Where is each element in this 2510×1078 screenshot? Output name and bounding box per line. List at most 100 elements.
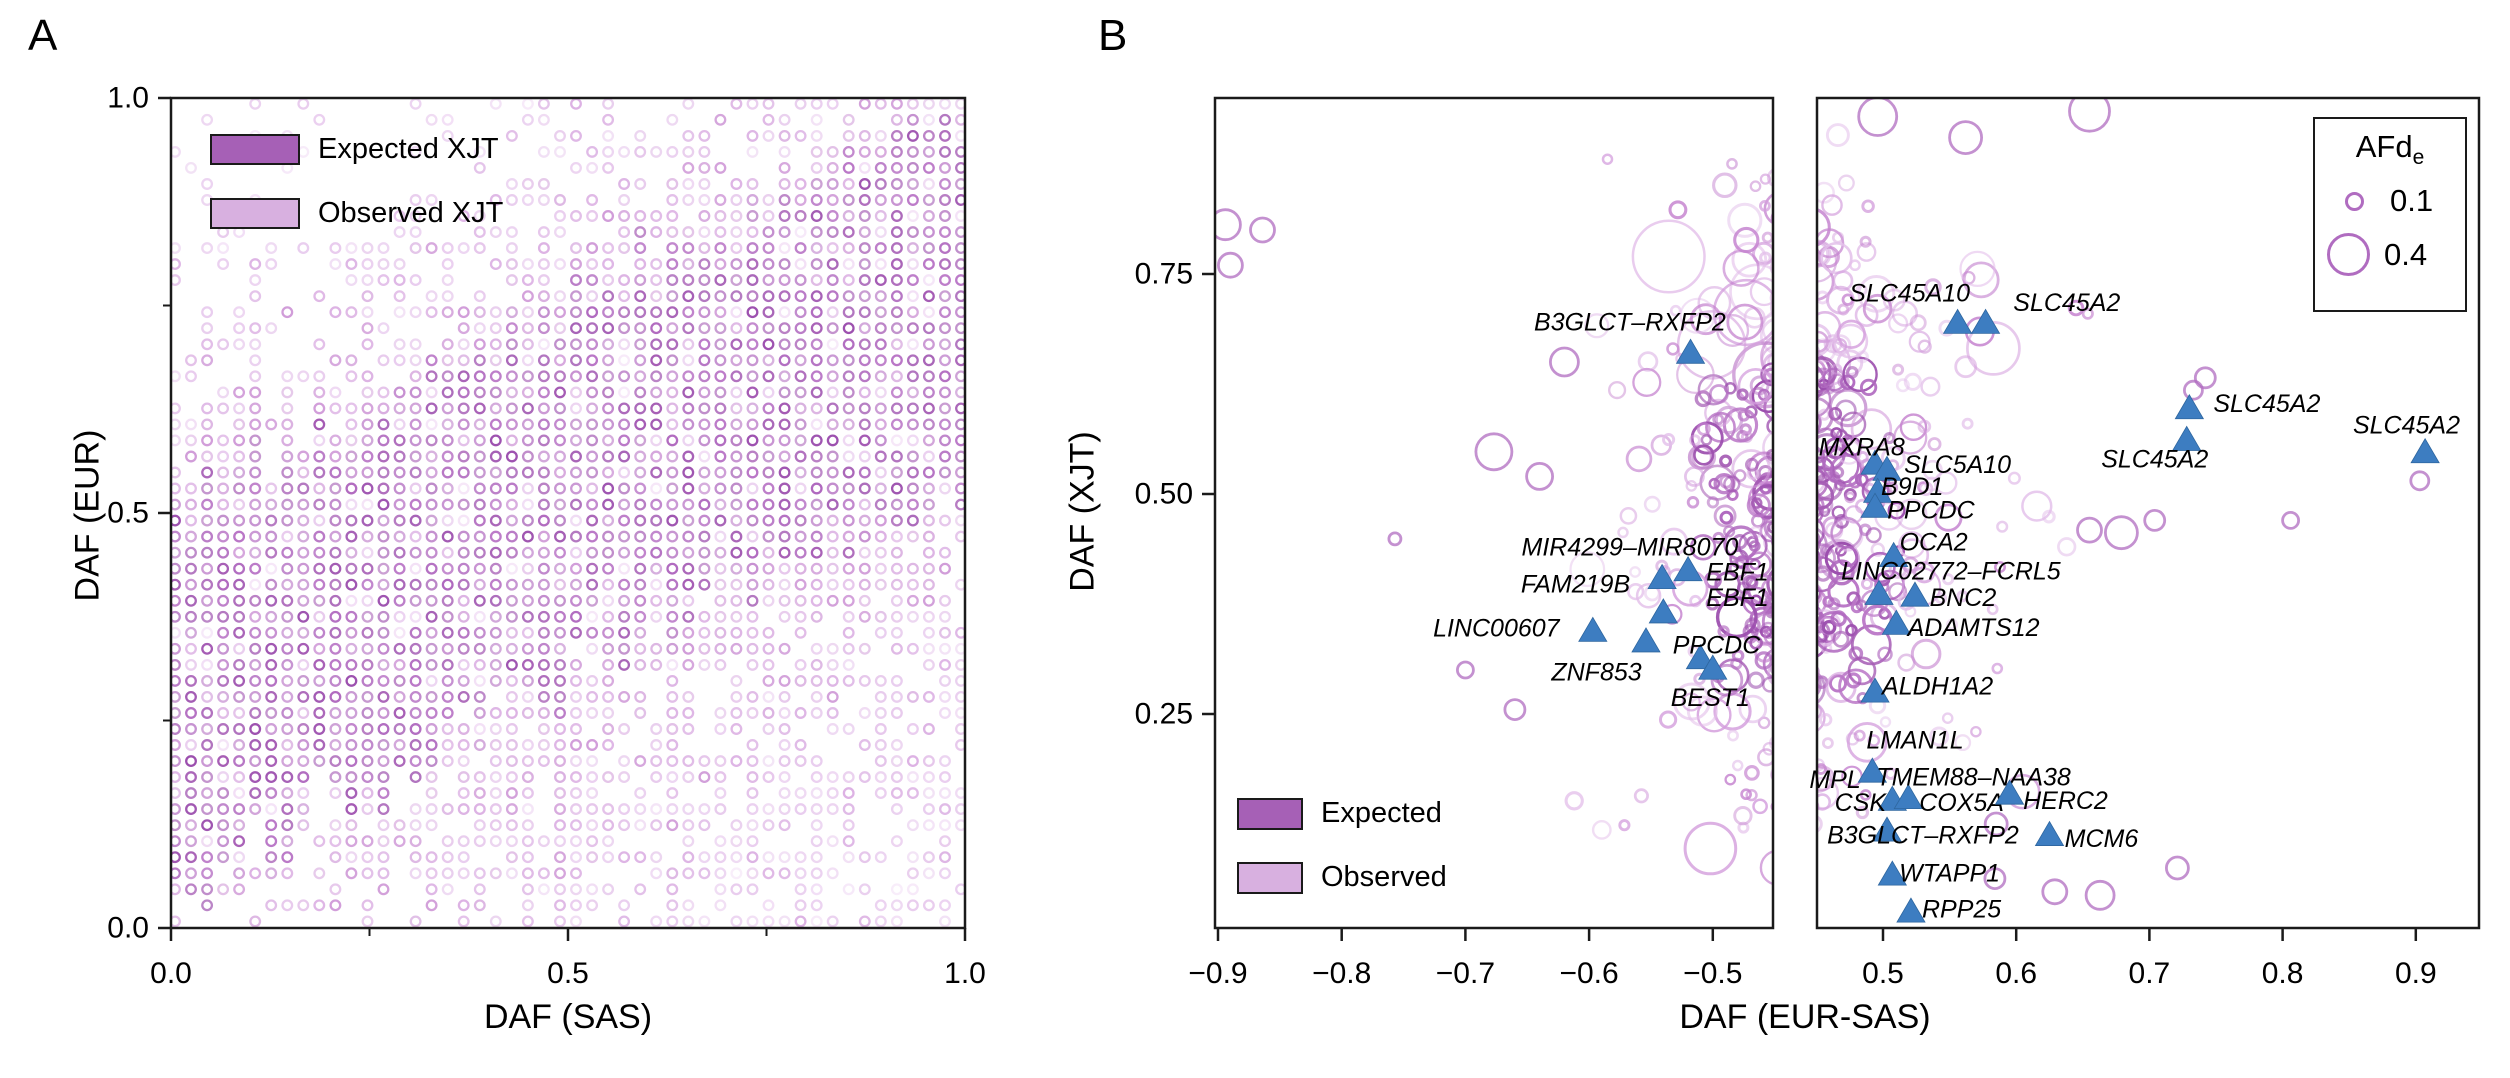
grid-circle	[554, 530, 566, 543]
grid-circle	[393, 835, 406, 848]
grid-circle	[537, 883, 550, 896]
grid-circle	[842, 210, 855, 222]
grid-circle	[906, 690, 919, 703]
bubble	[1801, 440, 1810, 449]
grid-circle	[714, 546, 727, 559]
bubble	[1854, 303, 1879, 328]
bubble	[1772, 373, 1773, 376]
grid-circle	[906, 530, 919, 543]
grid-circle	[409, 418, 422, 431]
grid-circle	[377, 883, 390, 896]
grid-circle	[570, 899, 582, 912]
grid-circle	[217, 819, 230, 832]
grid-circle	[281, 482, 294, 495]
grid-circle	[393, 755, 406, 768]
grid-circle	[505, 514, 518, 527]
bubble	[1817, 245, 1840, 268]
grid-circle	[650, 306, 663, 319]
grid-circle	[171, 610, 181, 623]
grid-circle	[794, 530, 807, 543]
grid-circle	[441, 482, 454, 495]
grid-circle	[778, 418, 791, 431]
grid-circle	[650, 402, 663, 415]
grid-circle	[361, 867, 374, 880]
grid-circle	[361, 386, 374, 399]
grid-circle	[714, 867, 727, 880]
grid-circle	[441, 113, 454, 126]
grid-circle	[794, 242, 807, 255]
grid-circle	[666, 803, 679, 816]
grid-circle	[746, 466, 759, 479]
grid-circle	[217, 658, 230, 671]
bubble	[1686, 695, 1718, 727]
grid-circle	[297, 370, 310, 383]
grid-circle	[746, 98, 759, 110]
grid-circle	[297, 242, 310, 255]
grid-circle	[634, 145, 647, 158]
grid-circle	[762, 594, 775, 607]
grid-circle	[650, 145, 663, 158]
grid-circle	[906, 161, 919, 174]
grid-circle	[505, 178, 518, 190]
bubble	[1806, 590, 1815, 599]
legend-item-observed: Observed	[1237, 861, 1447, 894]
grid-circle	[586, 562, 599, 575]
grid-circle	[425, 306, 438, 319]
bubble	[1861, 199, 1875, 213]
grid-circle	[377, 771, 390, 784]
grid-circle	[586, 450, 599, 463]
grid-circle	[826, 145, 839, 158]
grid-circle	[890, 210, 903, 222]
tick-label: 0.0	[107, 912, 149, 945]
grid-circle	[842, 546, 855, 559]
grid-circle	[217, 562, 230, 575]
grid-circle	[570, 418, 582, 431]
grid-circle	[377, 739, 390, 751]
grid-circle	[922, 578, 935, 591]
grid-circle	[634, 883, 647, 896]
grid-circle	[537, 466, 550, 479]
grid-circle	[714, 610, 727, 623]
grid-circle	[778, 161, 791, 174]
grid-circle	[826, 402, 839, 415]
grid-circle	[409, 723, 422, 735]
gene-label: SLC5A10	[1904, 451, 2011, 479]
bubble	[1929, 726, 1950, 747]
grid-circle	[746, 610, 759, 623]
grid-circle	[939, 466, 951, 479]
bubble	[1781, 450, 1792, 461]
bubble	[1761, 310, 1773, 347]
grid-circle	[521, 450, 534, 463]
grid-circle	[233, 482, 246, 495]
grid-circle	[425, 851, 438, 864]
grid-circle	[425, 546, 438, 559]
grid-circle	[922, 98, 935, 110]
grid-circle	[233, 322, 246, 335]
grid-circle	[634, 851, 647, 864]
grid-circle	[537, 723, 550, 735]
grid-circle	[826, 210, 839, 222]
grid-circle	[586, 386, 599, 399]
grid-circle	[185, 450, 197, 463]
grid-circle	[762, 482, 775, 495]
bubble	[1635, 582, 1662, 609]
grid-circle	[313, 418, 326, 431]
grid-circle	[505, 194, 518, 206]
grid-circle	[409, 226, 422, 239]
grid-circle	[922, 514, 935, 527]
grid-circle	[650, 658, 663, 671]
grid-circle	[505, 723, 518, 735]
grid-circle	[425, 610, 438, 623]
small-circle-icon	[2345, 191, 2364, 211]
grid-circle	[489, 306, 502, 319]
grid-circle	[505, 690, 518, 703]
grid-circle	[858, 482, 871, 495]
grid-circle	[602, 242, 615, 255]
grid-circle	[425, 819, 438, 832]
panel-a-letter: A	[28, 11, 58, 60]
grid-circle	[505, 530, 518, 543]
grid-circle	[441, 739, 454, 751]
grid-circle	[955, 450, 965, 463]
grid-circle	[281, 771, 294, 784]
grid-circle	[778, 915, 791, 928]
